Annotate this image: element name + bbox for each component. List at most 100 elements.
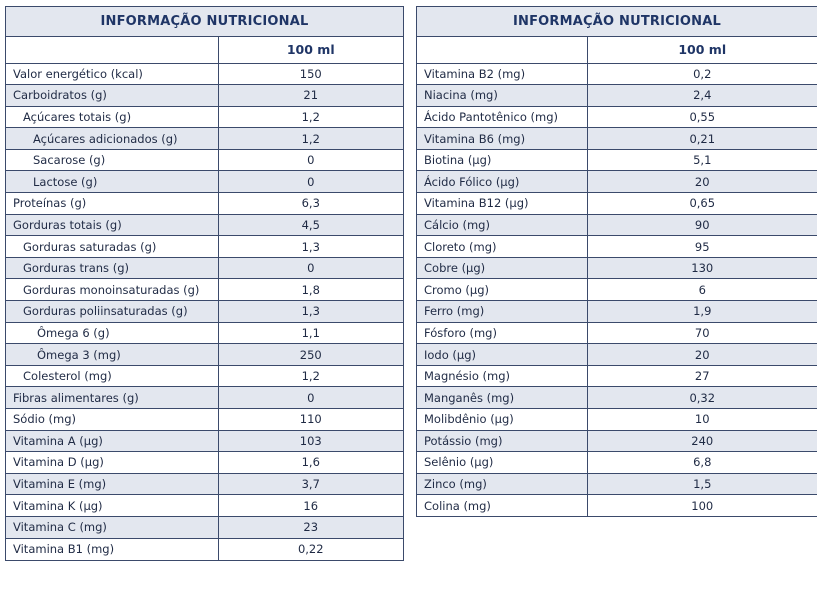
- nutrient-name: Cromo (µg): [417, 278, 588, 302]
- table-row: Selênio (µg) 6,8: [417, 451, 817, 474]
- nutrient-name: Cálcio (mg): [417, 214, 588, 237]
- table-row: Açúcares totais (g) 1,2: [6, 106, 403, 129]
- nutrient-name: Lactose (g): [6, 170, 219, 194]
- table-row: Vitamina K (µg) 16: [6, 494, 403, 517]
- nutrient-value: 1,3: [218, 235, 403, 258]
- nutrient-value: 100: [691, 498, 714, 513]
- nutrient-name: Gorduras monoinsaturadas (g): [6, 278, 219, 302]
- nutrient-value: 27: [587, 365, 817, 388]
- table-row: Gorduras saturadas (g) 1,3: [6, 235, 403, 258]
- table-row: Vitamina A (µg) 103: [6, 430, 403, 453]
- nutrient-value: 0: [218, 257, 403, 280]
- table-row: Cromo (µg) 6: [417, 278, 817, 302]
- table-row: Ferro (mg) 1,9: [417, 300, 817, 323]
- nutrient-name: Carboidratos (g): [6, 84, 219, 107]
- table-title: INFORMAÇÃO NUTRICIONAL: [6, 7, 403, 37]
- table-row: Colesterol (mg) 1,2: [6, 365, 403, 388]
- table-row: Cálcio (mg) 90: [417, 214, 817, 237]
- table-row: Açúcares adicionados (g) 1,2: [6, 127, 403, 150]
- nutrient-value: 95: [587, 235, 817, 258]
- nutrient-name: Colina (mg): [417, 494, 588, 517]
- nutrient-name: Ômega 3 (mg): [6, 343, 219, 366]
- nutrient-name: Cloreto (mg): [417, 235, 588, 258]
- table-title: INFORMAÇÃO NUTRICIONAL: [417, 7, 817, 37]
- nutrient-value: 6: [587, 278, 817, 302]
- table-row: Gorduras poliinsaturadas (g) 1,3: [6, 300, 403, 323]
- table-row: Magnésio (mg) 27: [417, 365, 817, 388]
- nutrient-value: 1,2: [218, 127, 403, 150]
- column-header-100ml: 100 ml: [218, 37, 403, 64]
- nutrient-name: Sacarose (g): [6, 149, 219, 172]
- nutrient-name: Ácido Fólico (µg): [417, 170, 588, 194]
- table-row: Niacina (mg) 2,4: [417, 84, 817, 107]
- nutrient-value: 240: [587, 430, 817, 453]
- nutrient-value: 6,8: [587, 451, 817, 474]
- header-row: 100 ml: [6, 37, 403, 64]
- table-row: Fibras alimentares (g) 0: [6, 386, 403, 409]
- table-row: Gorduras totais (g) 4,5: [6, 214, 403, 237]
- nutrient-value: 0,32: [587, 386, 817, 409]
- nutrient-value: 1,2: [218, 106, 403, 129]
- nutrient-value: 1,8: [218, 278, 403, 302]
- nutrient-name: Selênio (µg): [417, 451, 588, 474]
- table-row: Ácido Fólico (µg) 20: [417, 170, 817, 194]
- nutrient-value: 20: [587, 343, 817, 366]
- table-row: Ômega 3 (mg) 250: [6, 343, 403, 366]
- nutrient-value: 16: [218, 494, 403, 517]
- nutrient-name: Gorduras poliinsaturadas (g): [6, 300, 219, 323]
- table-row: Vitamina E (mg) 3,7: [6, 473, 403, 496]
- nutrient-value: 110: [218, 408, 403, 431]
- nutrient-value: 0: [218, 386, 403, 409]
- nutrient-value: 103: [218, 430, 403, 453]
- nutrient-name: Manganês (mg): [417, 386, 588, 409]
- nutrient-value: 20: [587, 170, 817, 194]
- table-row: Ômega 6 (g) 1,1: [6, 322, 403, 345]
- header-empty-cell: [417, 37, 588, 64]
- table-row: Sódio (mg) 110: [6, 408, 403, 431]
- nutrient-name: Vitamina B1 (mg): [6, 538, 219, 560]
- header-row: 100 ml: [417, 37, 817, 64]
- nutrient-value: 10: [587, 408, 817, 431]
- nutrient-value: 5,1: [587, 149, 817, 172]
- nutrient-name: Fibras alimentares (g): [6, 386, 219, 409]
- table-row: Vitamina B12 (µg) 0,65: [417, 192, 817, 215]
- nutrient-name: Vitamina D (µg): [6, 451, 219, 474]
- nutrient-name: Vitamina B6 (mg): [417, 127, 588, 150]
- nutrient-value: 250: [218, 343, 403, 366]
- nutrient-name: Vitamina A (µg): [6, 430, 219, 453]
- nutrient-name: Magnésio (mg): [417, 365, 588, 388]
- nutrient-value: 1,9: [587, 300, 817, 323]
- nutrient-value: 70: [587, 322, 817, 345]
- table-row: Carboidratos (g) 21: [6, 84, 403, 107]
- nutrient-name: Ácido Pantotênico (mg): [417, 106, 588, 129]
- nutrient-name: Valor energético (kcal): [6, 63, 219, 86]
- nutrient-name: Ômega 6 (g): [6, 322, 219, 345]
- nutrition-table-left: INFORMAÇÃO NUTRICIONAL 100 ml Valor ener…: [5, 6, 404, 561]
- nutrient-name: Potássio (mg): [417, 430, 588, 453]
- nutrient-value: 1,5: [587, 473, 817, 496]
- nutrient-value: 1,6: [218, 451, 403, 474]
- table-row: Ácido Pantotênico (mg) 0,55: [417, 106, 817, 129]
- table-row: Colina (mg) 100: [417, 494, 817, 517]
- nutrient-value: 130: [587, 257, 817, 280]
- nutrient-name: Ferro (mg): [417, 300, 588, 323]
- nutrient-value: 0,2: [587, 63, 817, 86]
- nutrient-name: Proteínas (g): [6, 192, 219, 215]
- nutrient-value: 0,22: [297, 542, 324, 557]
- table-row: Vitamina D (µg) 1,6: [6, 451, 403, 474]
- table-row: Vitamina C (mg) 23: [6, 516, 403, 539]
- nutrient-name: Vitamina E (mg): [6, 473, 219, 496]
- nutrient-name: Molibdênio (µg): [417, 408, 588, 431]
- nutrition-table: 100 ml Valor energético (kcal) 150 Carboid…: [6, 37, 403, 560]
- nutrient-value: 1,2: [218, 365, 403, 388]
- nutrient-value: 0,55: [587, 106, 817, 129]
- nutrient-value: 0,65: [587, 192, 817, 215]
- table-row: Potássio (mg) 240: [417, 430, 817, 453]
- nutrient-value: 0: [218, 149, 403, 172]
- table-row: Zinco (mg) 1,5: [417, 473, 817, 496]
- table-row: Gorduras trans (g) 0: [6, 257, 403, 280]
- nutrient-value: 90: [587, 214, 817, 237]
- header-empty-cell: [6, 37, 219, 64]
- nutrition-table: 100 ml Vitamina B2 (mg) 0,2 Niacina (mg) 2,…: [417, 37, 817, 517]
- nutrient-name: Cobre (µg): [417, 257, 588, 280]
